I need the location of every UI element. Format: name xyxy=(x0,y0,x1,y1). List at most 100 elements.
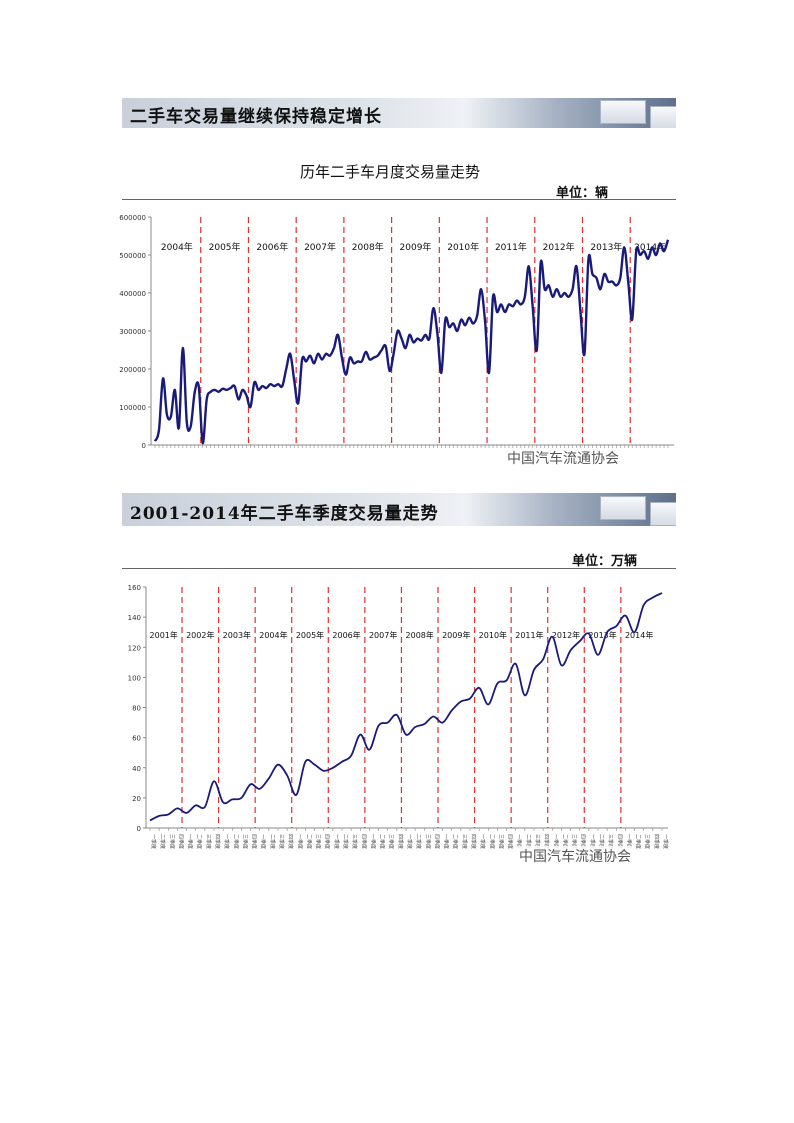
x-tick-label: 二季度 xyxy=(269,834,276,849)
divider-rule-1 xyxy=(122,199,676,200)
x-tick-label: 三季度 xyxy=(168,834,175,849)
y-tick-label: 400000 xyxy=(119,290,146,298)
x-tick-label: 二季度 xyxy=(342,834,349,849)
x-tick-label: 二季度 xyxy=(379,834,386,849)
x-tick-label: 二季度 xyxy=(232,834,239,849)
x-tick-label: 一季度 xyxy=(662,834,669,849)
year-label: 2014年 xyxy=(625,630,653,640)
year-label: 2008年 xyxy=(352,241,384,253)
year-label: 2004年 xyxy=(161,241,193,253)
year-label: 2009年 xyxy=(442,630,470,640)
watermark-1: 中国汽车流通协会 xyxy=(504,448,622,468)
x-tick-label: 二季度 xyxy=(598,834,605,849)
x-tick-label: 一季度 xyxy=(516,834,523,849)
unit-label-1: 单位：辆 xyxy=(556,186,609,201)
year-label: 2010年 xyxy=(479,630,507,640)
series-line xyxy=(149,592,663,822)
year-label: 2013年 xyxy=(588,630,616,640)
y-tick-label: 0 xyxy=(137,825,141,833)
y-tick-label: 120 xyxy=(128,644,141,652)
year-label: 2011年 xyxy=(515,630,543,640)
x-tick-label: 二季度 xyxy=(196,834,203,849)
y-tick-label: 20 xyxy=(132,795,141,803)
x-tick-label: 三季度 xyxy=(278,834,285,849)
watermark-2: 中国汽车流通协会 xyxy=(516,846,634,866)
year-label: 2005年 xyxy=(296,630,324,640)
x-tick-label: 二季度 xyxy=(305,834,312,849)
y-tick-label: 60 xyxy=(132,735,141,743)
y-tick-label: 100000 xyxy=(119,404,146,412)
year-label: 2006年 xyxy=(256,241,288,253)
banner-title-2: 2001-2014年二手车季度交易量走势 xyxy=(130,504,439,524)
x-tick-label: 四季度 xyxy=(287,834,294,849)
x-tick-label: 二季度 xyxy=(525,834,532,849)
year-label: 2009年 xyxy=(400,241,432,253)
unit-label-2: 单位：万辆 xyxy=(572,554,638,569)
x-tick-label: 四季度 xyxy=(470,834,477,849)
y-tick-label: 100 xyxy=(128,674,141,682)
x-tick-label: 四季度 xyxy=(360,834,367,849)
x-tick-label: 二季度 xyxy=(452,834,459,849)
series-line xyxy=(153,239,670,445)
x-tick-label: 三季度 xyxy=(205,834,212,849)
quarterly-chart: 0 20 40 60 80 100 120 140 160 2001年 2002年 2003年 2004… xyxy=(128,584,669,849)
y-tick-label: 0 xyxy=(142,442,146,450)
year-label: 2003年 xyxy=(223,630,251,640)
year-label: 2010年 xyxy=(447,241,479,253)
year-label: 2008年 xyxy=(406,630,434,640)
x-tick-label: 四季度 xyxy=(324,834,331,849)
y-tick-label: 600000 xyxy=(119,214,146,222)
year-label: 2012年 xyxy=(552,630,580,640)
x-tick-label: 二季度 xyxy=(488,834,495,849)
x-tick-label: 三季度 xyxy=(497,834,504,849)
year-label: 2006年 xyxy=(332,630,360,640)
x-tick-label: 一季度 xyxy=(552,834,559,849)
x-tick-label: 三季度 xyxy=(607,834,614,849)
x-tick-label: 四季度 xyxy=(251,834,258,849)
x-tick-label: 四季度 xyxy=(214,834,221,849)
x-tick-label: 四季度 xyxy=(543,834,550,849)
banner-decoration-icon xyxy=(600,100,646,124)
y-tick-label: 40 xyxy=(132,765,141,773)
year-label: 2012年 xyxy=(543,241,575,253)
y-tick-label: 200000 xyxy=(119,366,146,374)
x-tick-label: 二季度 xyxy=(561,834,568,849)
y-tick-label: 140 xyxy=(128,614,141,622)
x-tick-label: 四季度 xyxy=(507,834,514,849)
banner-1: 二手车交易量继续保持稳定增长 xyxy=(122,98,676,128)
banner-decoration-icon xyxy=(600,496,646,520)
monthly-chart: 0 100000 200000 300000 400000 500000 600000 200… xyxy=(119,214,674,450)
x-tick-label: 三季度 xyxy=(571,834,578,849)
x-tick-label: 一季度 xyxy=(369,834,376,849)
x-tick-label: 一季度 xyxy=(589,834,596,849)
x-tick-label: 三季度 xyxy=(315,834,322,849)
x-tick-label: 一季度 xyxy=(223,834,230,849)
y-tick-label: 500000 xyxy=(119,252,146,260)
x-tick-label: 一季度 xyxy=(150,834,157,849)
year-label: 2013年 xyxy=(590,241,622,253)
x-tick-label: 四季度 xyxy=(653,834,660,849)
y-tick-label: 160 xyxy=(128,584,141,592)
x-tick-label: 一季度 xyxy=(443,834,450,849)
x-tick-label: 四季度 xyxy=(580,834,587,849)
x-tick-label: 三季度 xyxy=(388,834,395,849)
x-tick-label: 一季度 xyxy=(625,834,632,849)
year-label: 2005年 xyxy=(209,241,241,253)
x-tick-label: 三季度 xyxy=(644,834,651,849)
x-tick-label: 四季度 xyxy=(397,834,404,849)
x-tick-label: 一季度 xyxy=(406,834,413,849)
y-tick-label: 300000 xyxy=(119,328,146,336)
x-tick-label: 三季度 xyxy=(241,834,248,849)
chart-title-1: 历年二手车月度交易量走势 xyxy=(300,163,481,181)
x-tick-label: 二季度 xyxy=(415,834,422,849)
x-tick-label: 二季度 xyxy=(635,834,642,849)
x-tick-label: 一季度 xyxy=(187,834,194,849)
banner-decoration-icon xyxy=(650,502,676,526)
x-tick-label: 一季度 xyxy=(296,834,303,849)
year-label: 2007年 xyxy=(304,241,336,253)
x-tick-label: 四季度 xyxy=(433,834,440,849)
year-label: 2011年 xyxy=(495,241,527,253)
year-label: 2002年 xyxy=(186,630,214,640)
year-label: 2004年 xyxy=(259,630,287,640)
x-tick-label: 三季度 xyxy=(534,834,541,849)
